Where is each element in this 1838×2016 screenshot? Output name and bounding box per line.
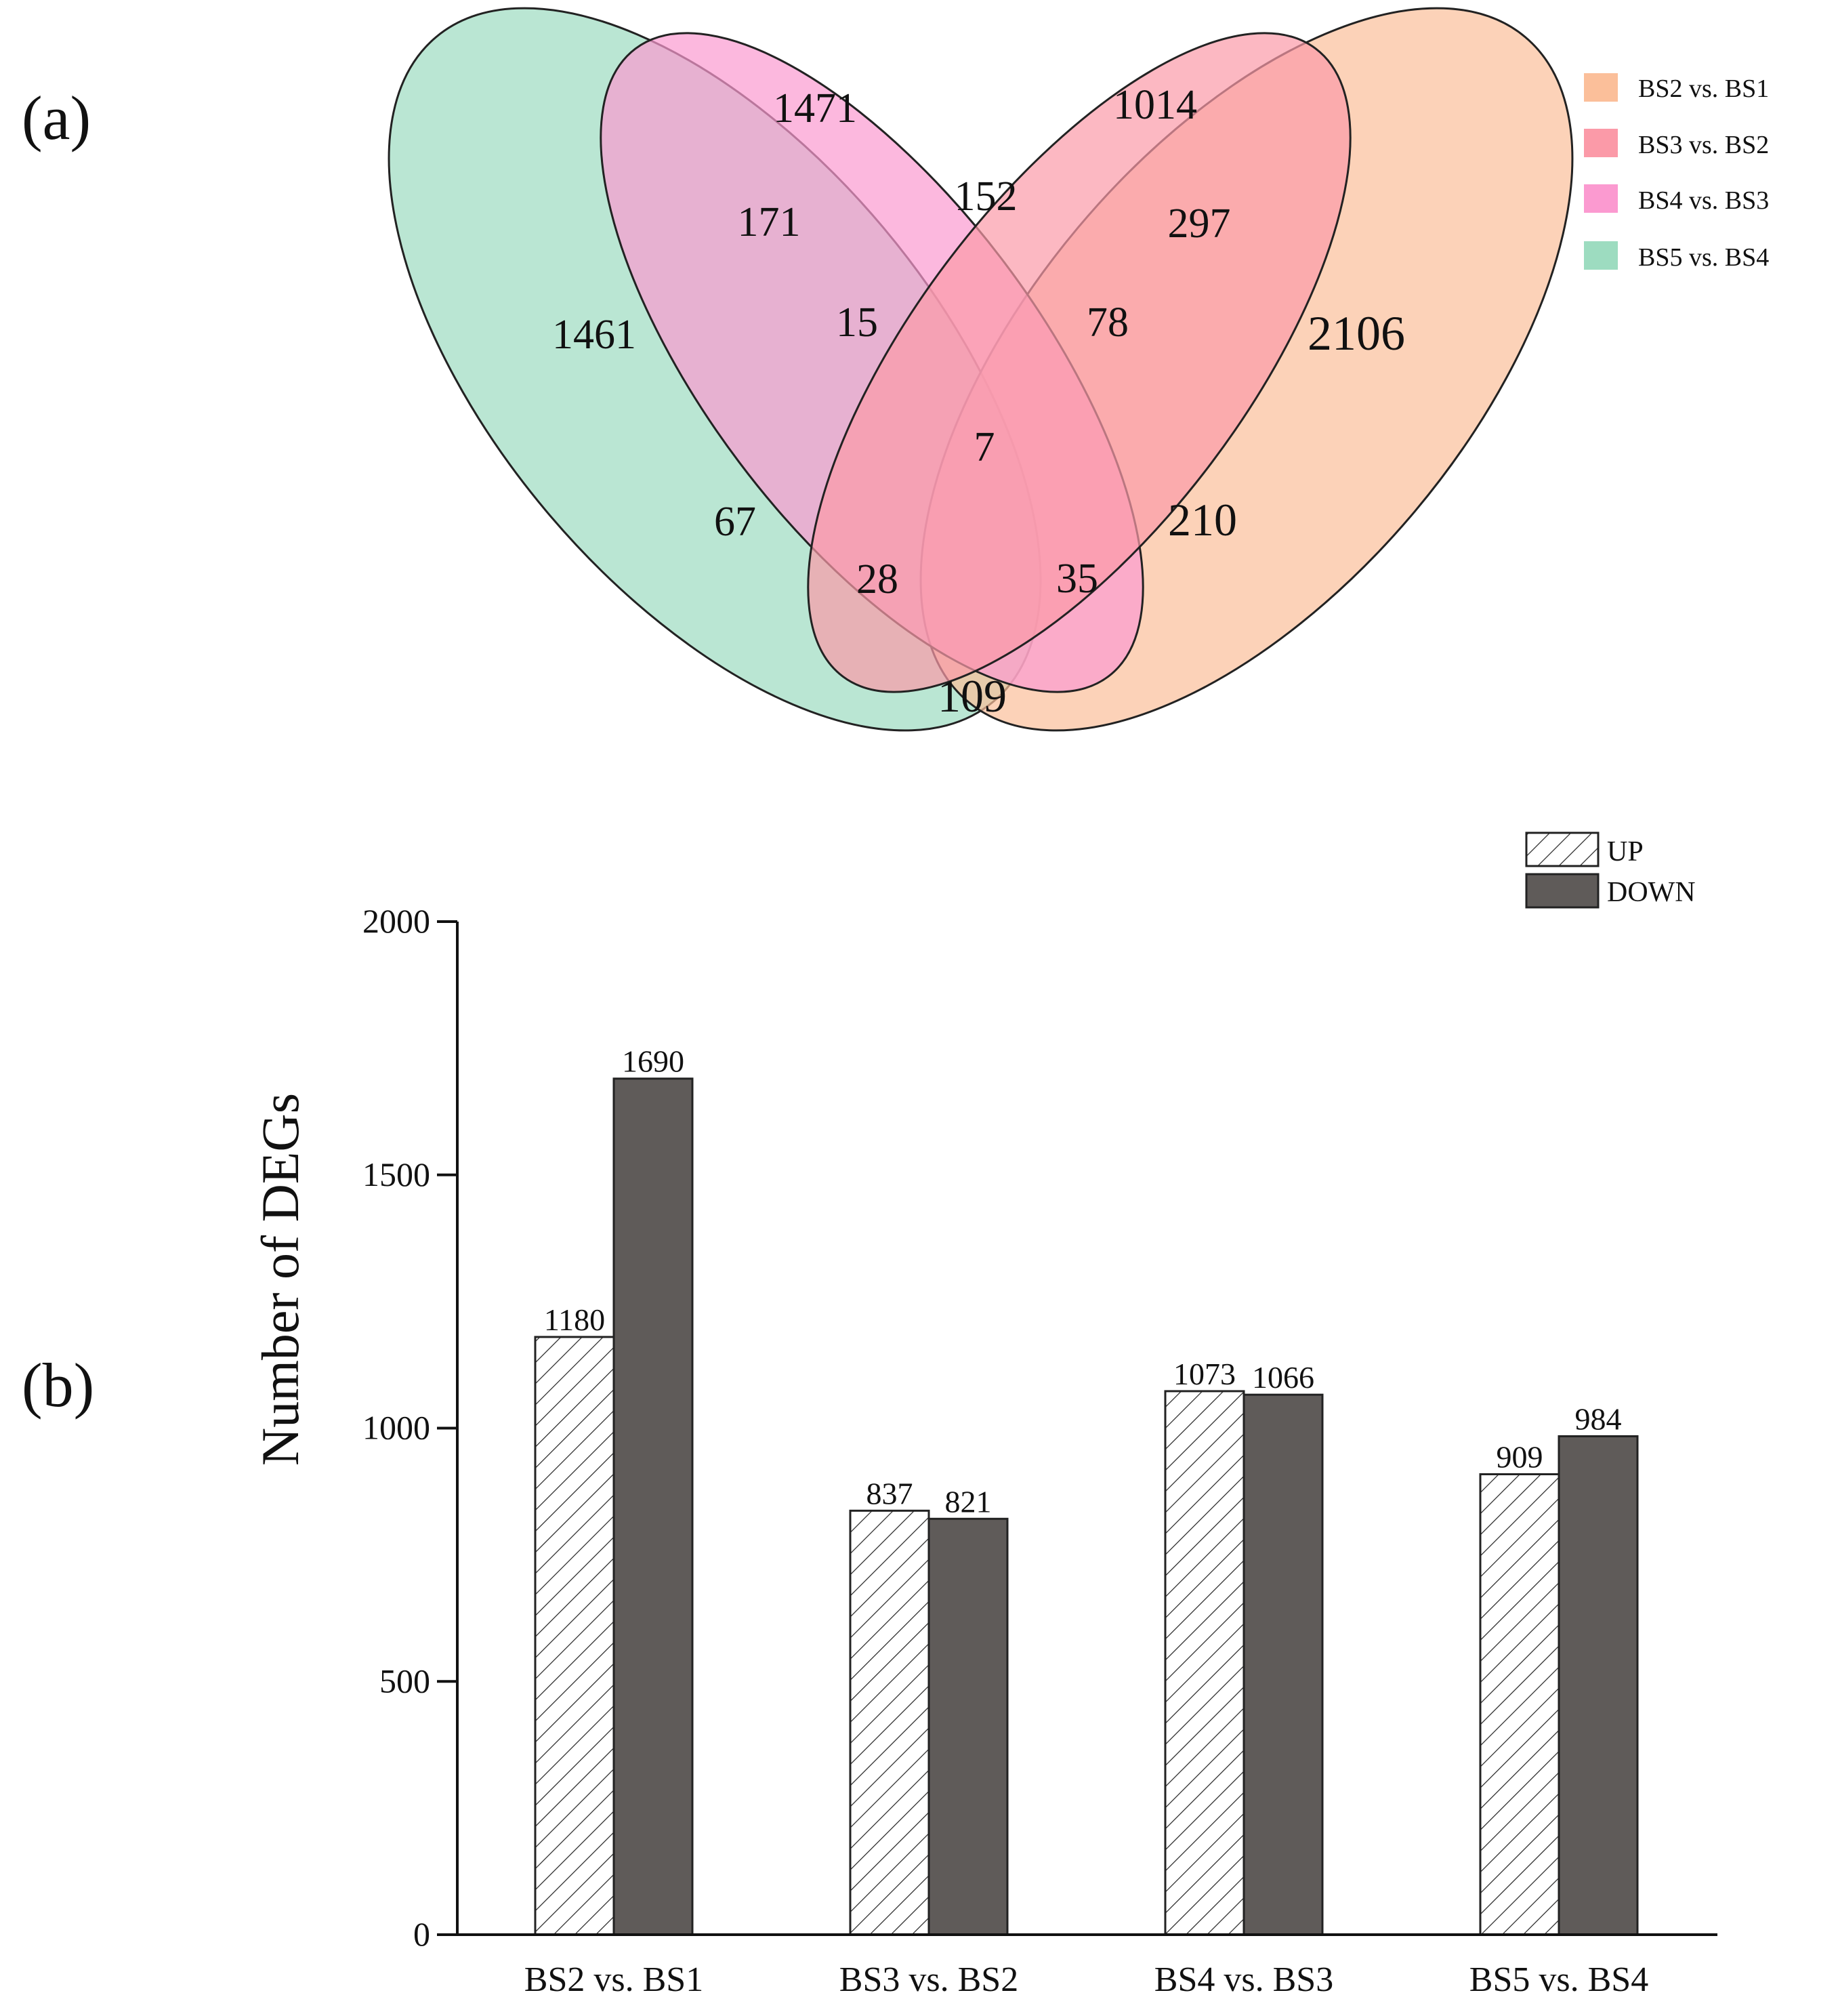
y-tick-label-0: 0 [413, 1915, 430, 1953]
bar-chart: 1180 1690 837 821 1073 1066 909 984 BS2 vs. BS1… [251, 902, 1717, 1999]
bar-up-3 [1164, 1390, 1245, 1936]
venn-count-all: 7 [974, 424, 995, 470]
data-label-up-4: 909 [1497, 1440, 1543, 1475]
bar-legend: UP DOWN [1525, 831, 1696, 909]
venn-count-bs5-bs4-bs3: 15 [836, 300, 878, 346]
data-label-down-4: 984 [1575, 1401, 1622, 1436]
legend-swatch-bs4-bs3 [1584, 184, 1618, 213]
legend-label-bs5-bs4: BS5 vs. BS4 [1638, 243, 1769, 272]
venn-count-bs2-only: 2106 [1308, 306, 1405, 361]
y-axis-label: Number of DEGs [251, 1093, 310, 1466]
venn-count-bs3-bs2: 297 [1168, 201, 1231, 247]
bar-down-1 [612, 1077, 694, 1936]
data-label-down-1: 1690 [622, 1044, 684, 1079]
data-label-up-3: 1073 [1173, 1357, 1236, 1391]
axes-layer: BS2 vs. BS1 BS3 vs. BS2 BS4 vs. BS3 BS5 vs.… [362, 902, 1717, 1999]
data-label-down-2: 821 [945, 1484, 992, 1519]
legend-swatch-bs5-bs4 [1584, 241, 1618, 270]
venn-count-bs5-bs3-bs2: 28 [856, 556, 898, 602]
venn-count-bs4-only: 1471 [773, 85, 857, 131]
x-tick-label-4: BS5 vs. BS4 [1469, 1960, 1648, 1999]
venn-count-bs4-bs3-bs2: 78 [1087, 300, 1129, 346]
venn-count-bs4-bs3: 152 [955, 173, 1018, 220]
y-tick-label-500: 500 [379, 1662, 430, 1700]
bar-up-2 [849, 1509, 930, 1936]
venn-count-bs5-only: 1461 [552, 312, 636, 358]
legend-swatch-up [1525, 831, 1600, 867]
bar-down-2 [927, 1517, 1009, 1936]
legend-label-down: DOWN [1607, 877, 1696, 908]
y-tick-label-2000: 2000 [362, 902, 430, 940]
venn-count-bs5-bs4: 171 [738, 199, 801, 245]
legend-label-bs4-bs3: BS4 vs. BS3 [1638, 186, 1769, 215]
bar-down-4 [1558, 1435, 1639, 1936]
x-tick-label-2: BS3 vs. BS2 [839, 1960, 1018, 1999]
legend-label-bs3-bs2: BS3 vs. BS2 [1638, 131, 1769, 159]
legend-swatch-down [1525, 873, 1600, 909]
y-tick-label-1000: 1000 [362, 1409, 430, 1447]
venn-diagram: 1471 1014 171 152 297 1461 15 78 2106 7 … [388, 7, 1574, 732]
venn-ellipse-bs3-bs2 [807, 32, 1352, 693]
legend-swatch-bs3-bs2 [1584, 129, 1618, 157]
legend-label-up: UP [1607, 836, 1644, 867]
x-tick-label-1: BS2 vs. BS1 [524, 1960, 703, 1999]
panel-label-b: (b) [22, 1351, 94, 1420]
legend-swatch-bs2-bs1 [1584, 73, 1618, 102]
venn-count-bs5-bs2: 109 [938, 670, 1007, 722]
panel-label-a: (a) [22, 83, 91, 152]
venn-count-bs4-bs2: 210 [1168, 494, 1237, 546]
bar-up-1 [534, 1336, 615, 1936]
data-label-up-2: 837 [866, 1476, 913, 1510]
venn-legend: BS2 vs. BS1 BS3 vs. BS2 BS4 vs. BS3 BS5 … [1584, 73, 1769, 272]
venn-count-bs3-only: 1014 [1113, 82, 1197, 128]
bars-layer: 1180 1690 837 821 1073 1066 909 984 [534, 1044, 1639, 1936]
legend-label-bs2-bs1: BS2 vs. BS1 [1638, 75, 1769, 103]
data-label-up-1: 1180 [544, 1302, 605, 1337]
venn-count-bs5-bs4-bs2: 35 [1056, 556, 1098, 602]
y-tick-label-1500: 1500 [362, 1155, 430, 1193]
bar-down-3 [1242, 1393, 1324, 1936]
venn-count-bs5-bs3: 67 [714, 499, 756, 545]
bar-up-4 [1479, 1473, 1560, 1936]
data-label-down-3: 1066 [1252, 1360, 1314, 1395]
x-tick-label-3: BS4 vs. BS3 [1154, 1960, 1333, 1999]
